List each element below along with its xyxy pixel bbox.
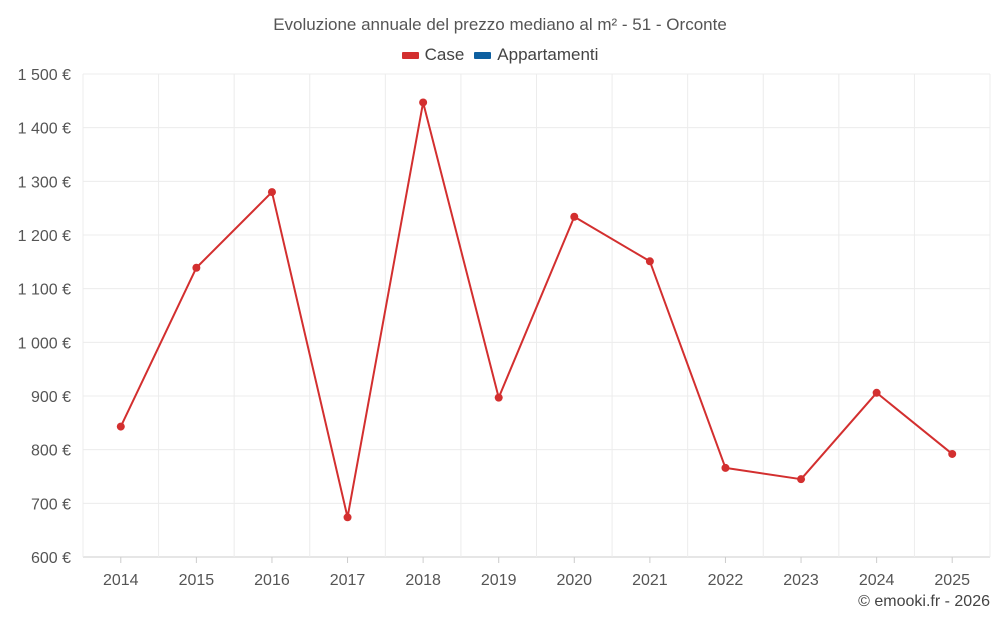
axis-layer: 600 € 700 € 800 € 900 € 1 000 € 1 100 € 1 200 … [18,67,970,589]
y-tick-label: 1 100 € [18,282,71,299]
legend-swatch-appartamenti [474,51,492,59]
data-point-2018 [419,98,428,107]
y-tick-label: 600 € [31,550,71,567]
data-point-2014 [116,422,125,431]
x-tick-label: 2016 [254,572,290,589]
data-point-2016 [267,188,276,197]
y-tick-label: 800 € [31,443,71,460]
x-tick-label: 2017 [330,572,366,589]
legend: Case Appartamenti [0,45,1000,65]
y-tick-label: 1 200 € [18,228,71,245]
data-point-2023 [797,475,806,484]
x-tick-label: 2014 [103,572,139,589]
x-tick-label: 2020 [556,572,592,589]
y-tick-label: 1 000 € [18,335,71,352]
y-tick-label: 1 400 € [18,121,71,138]
chart-title: Evoluzione annuale del prezzo mediano al… [273,15,727,34]
series-line-case [119,101,953,519]
data-point-2020 [570,212,579,221]
x-tick-label: 2018 [405,572,441,589]
series-layer [116,98,957,522]
y-tick-label: 1 500 € [18,67,71,84]
legend-swatch-case [401,51,419,59]
legend-item-case[interactable]: Case [401,45,465,65]
x-tick-label: 2024 [859,572,895,589]
x-tick-label: 2023 [783,572,819,589]
legend-item-appartamenti[interactable]: Appartamenti [474,45,598,65]
data-point-2022 [721,463,730,472]
data-point-2017 [343,513,352,522]
x-tick-label: 2015 [179,572,215,589]
y-tick-label: 900 € [31,389,71,406]
data-point-2015 [192,263,201,272]
y-tick-label: 1 300 € [18,174,71,191]
x-tick-label: 2022 [708,572,744,589]
data-point-2025 [948,449,957,458]
data-point-2021 [645,257,654,266]
grid-layer [82,73,991,558]
x-tick-label: 2019 [481,572,517,589]
x-tick-label: 2025 [934,572,970,589]
y-tick-label: 700 € [31,496,71,513]
legend-label-appartamenti: Appartamenti [497,45,599,64]
data-point-2024 [872,388,881,397]
data-point-2019 [494,393,503,402]
x-tick-label: 2021 [632,572,668,589]
legend-label-case: Case [424,45,465,64]
credit-text: © emooki.fr - 2026 [858,593,990,610]
